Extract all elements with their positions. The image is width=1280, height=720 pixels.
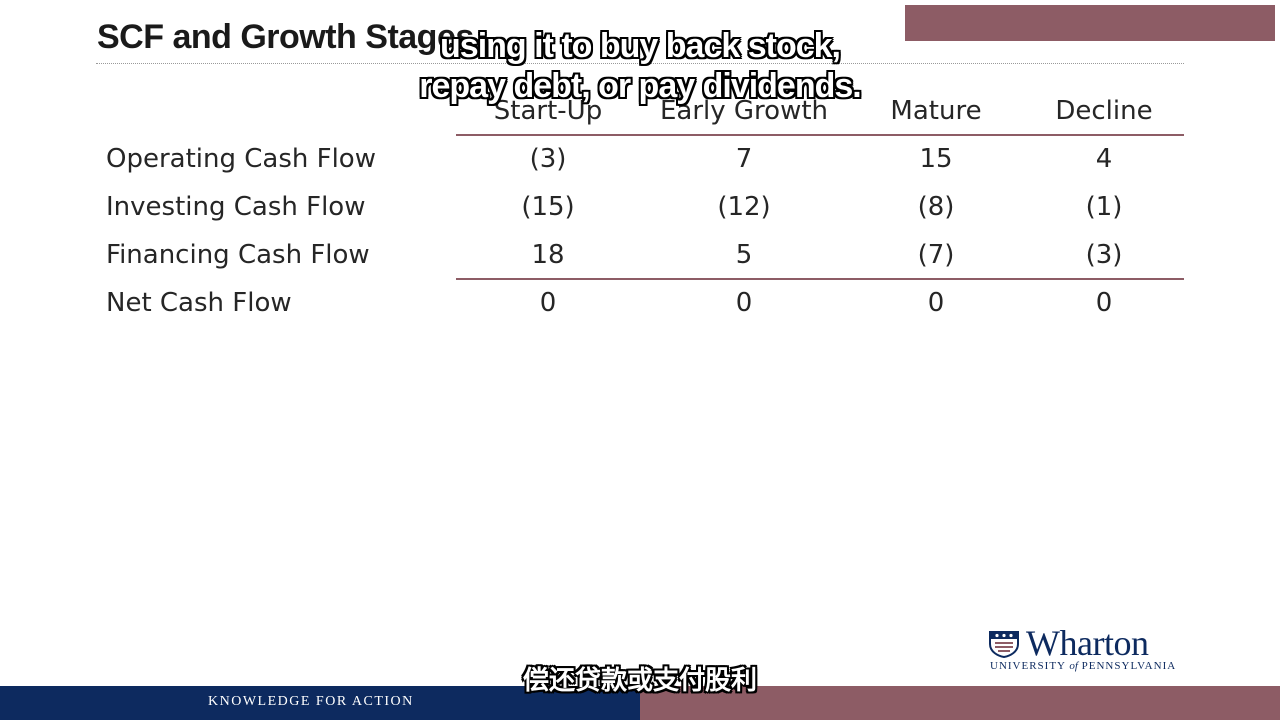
chinese-subtitle: 偿还贷款或支付股利 — [522, 666, 757, 696]
table-cell: (8) — [917, 192, 955, 222]
column-header-decline: Decline — [1055, 96, 1153, 126]
column-header-early-growth: Early Growth — [659, 96, 829, 126]
table-cell: 18 — [531, 240, 565, 270]
header-rule — [456, 134, 1184, 136]
table-cell: 5 — [735, 240, 753, 270]
english-subtitle: using it to buy back stock, repay debt, … — [400, 26, 880, 106]
table-cell: (7) — [917, 240, 955, 270]
english-subtitle-line-1: using it to buy back stock, — [440, 27, 841, 65]
logo-wordmark: Wharton — [1026, 623, 1149, 663]
logo-subtitle-of: of — [1069, 660, 1078, 672]
table-cell: 0 — [539, 288, 557, 318]
penn-shield-icon — [989, 631, 1019, 658]
row-label-operating: Operating Cash Flow — [106, 144, 376, 174]
table-cell: (15) — [521, 192, 575, 222]
table-cell: 0 — [927, 288, 945, 318]
table-cell: 7 — [735, 144, 753, 174]
table-cell: 0 — [1095, 288, 1113, 318]
logo-subtitle-a: UNIVERSITY — [990, 660, 1066, 672]
footer-bar-left — [0, 686, 640, 720]
footer-tagline: KNOWLEDGE FOR ACTION — [208, 694, 414, 709]
table-cell: 4 — [1095, 144, 1113, 174]
logo-subtitle-b: PENNSYLVANIA — [1081, 660, 1177, 672]
column-header-start-up: Start-Up — [493, 96, 603, 126]
slide-title: SCF and Growth Stages — [97, 18, 474, 56]
table-cell: 15 — [919, 144, 953, 174]
row-label-financing: Financing Cash Flow — [106, 240, 370, 270]
title-divider — [96, 63, 1184, 64]
logo-subtitle: UNIVERSITY of PENNSYLVANIA — [990, 660, 1176, 672]
wharton-logo: Wharton UNIVERSITY of PENNSYLVANIA — [988, 623, 1193, 672]
footer-bar-right — [640, 686, 1280, 720]
table-cell: (3) — [1085, 240, 1123, 270]
column-header-mature: Mature — [890, 96, 982, 126]
row-label-net: Net Cash Flow — [106, 288, 292, 318]
table-cell: 0 — [735, 288, 753, 318]
row-label-investing: Investing Cash Flow — [106, 192, 366, 222]
english-subtitle-line-2: repay debt, or pay dividends. — [419, 67, 861, 105]
cash-flow-table: Start-Up Early Growth Mature Decline Ope… — [0, 0, 1280, 340]
header-accent-bar — [905, 5, 1275, 41]
table-cell: (12) — [717, 192, 771, 222]
total-rule — [456, 278, 1184, 280]
table-cell: (3) — [529, 144, 567, 174]
table-cell: (1) — [1085, 192, 1123, 222]
